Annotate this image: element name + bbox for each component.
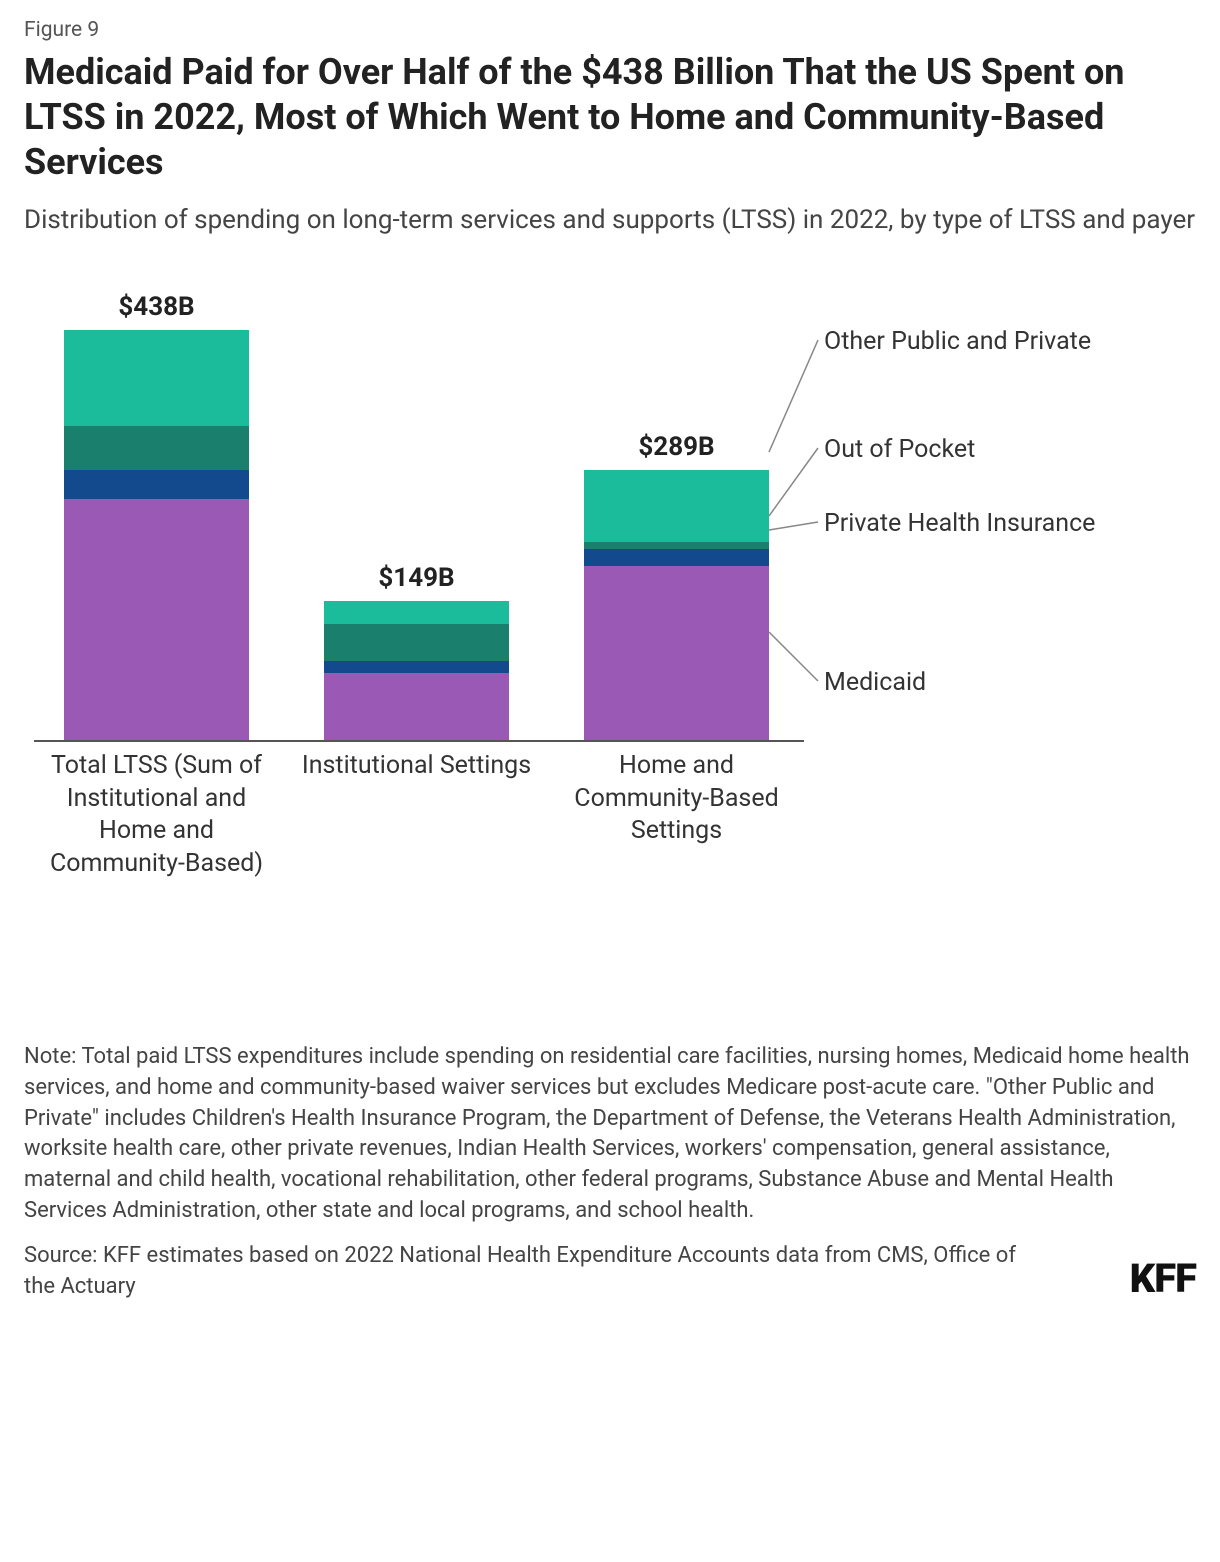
legend-item-oop: Out of Pocket xyxy=(824,434,1184,465)
bar-segment-medicaid xyxy=(324,673,509,740)
chart-title: Medicaid Paid for Over Half of the $438 … xyxy=(24,50,1196,185)
legend-item-private_hi: Private Health Insurance xyxy=(824,508,1184,539)
bar-segment-private_hi xyxy=(324,661,509,672)
bar-segment-medicaid xyxy=(584,566,769,740)
bar-segment-other xyxy=(324,601,509,624)
bar-segment-private_hi xyxy=(64,470,249,498)
bar-segment-medicaid xyxy=(64,499,249,741)
bar-segment-oop xyxy=(64,426,249,471)
legend-item-medicaid: Medicaid xyxy=(824,667,1184,698)
x-axis-label: Institutional Settings xyxy=(294,750,539,783)
figure-number: Figure 9 xyxy=(24,18,1196,42)
x-axis-label: Home and Community-Based Settings xyxy=(554,750,799,848)
bar: $149B xyxy=(324,601,509,740)
legend: Other Public and Private Out of Pocket Pri… xyxy=(824,302,1204,742)
bar-segment-other xyxy=(584,470,769,542)
bar-total-label: $438B xyxy=(64,292,249,322)
legend-item-other: Other Public and Private xyxy=(824,326,1184,357)
bar: $289B xyxy=(584,470,769,741)
x-axis-label: Total LTSS (Sum of Institutional and Hom… xyxy=(34,750,279,880)
chart-subtitle: Distribution of spending on long-term se… xyxy=(24,203,1196,238)
chart-source: Source: KFF estimates based on 2022 Nati… xyxy=(24,1241,1044,1303)
bar-segment-other xyxy=(64,330,249,425)
bar-total-label: $289B xyxy=(584,432,769,462)
bar-segment-oop xyxy=(584,542,769,549)
plot-area: $438B $149B $289B xyxy=(34,302,804,742)
bar-segment-private_hi xyxy=(584,549,769,566)
kff-logo: KFF xyxy=(1130,1255,1196,1302)
chart-container: $438B $149B $289B Total LTSS (Sum of Insti… xyxy=(24,262,1196,1022)
chart-note: Note: Total paid LTSS expenditures inclu… xyxy=(24,1042,1196,1227)
bar-total-label: $149B xyxy=(324,563,509,593)
source-row: Source: KFF estimates based on 2022 Nati… xyxy=(24,1241,1196,1303)
bar: $438B xyxy=(64,330,249,740)
bar-segment-oop xyxy=(324,624,509,661)
